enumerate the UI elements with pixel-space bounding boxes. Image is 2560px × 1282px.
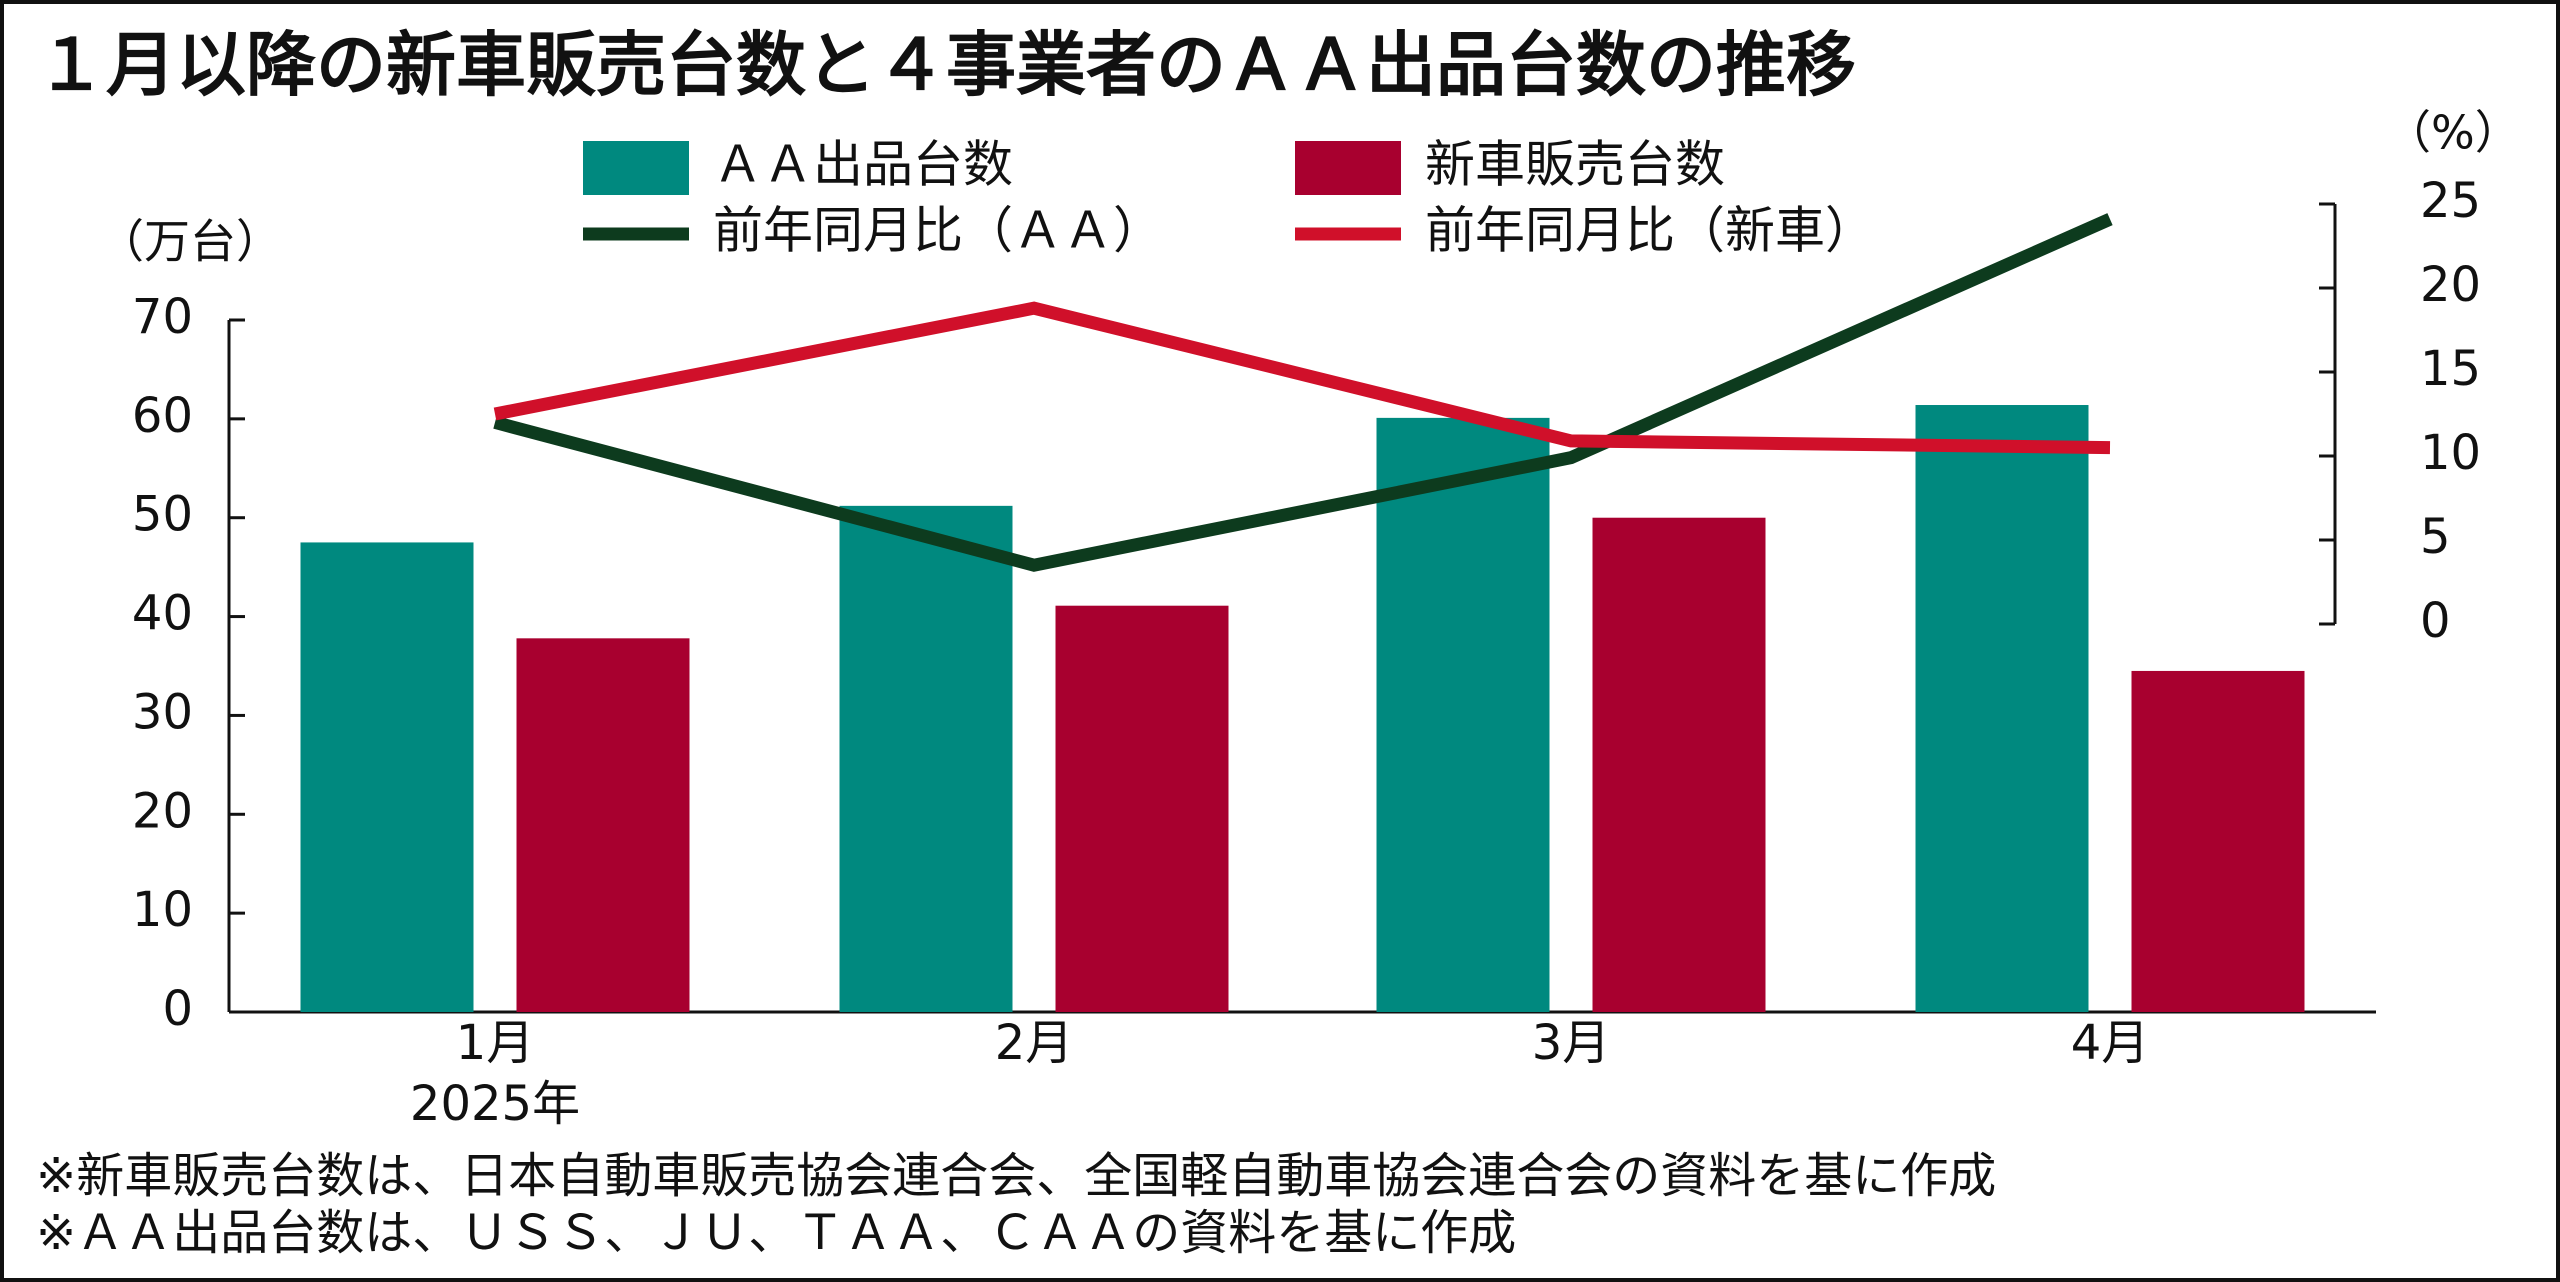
y-axis-label: （万台）	[98, 215, 282, 269]
chart-title: １月以降の新車販売台数と４事業者のＡＡ出品台数の推移	[36, 24, 1856, 106]
bar	[1915, 405, 2089, 1012]
footnote: ※新車販売台数は、日本自動車販売協会連合会、全国軽自動車協会連合会の資料を基に作…	[36, 1148, 1996, 1204]
y2-tick-label: 20	[2420, 257, 2481, 313]
bar	[300, 542, 474, 1012]
y2-tick-label: 15	[2420, 341, 2481, 397]
legend-label: ＡＡ出品台数	[713, 136, 1013, 194]
y2-axis-label: （%）	[2385, 106, 2521, 160]
bar	[1592, 517, 1766, 1012]
bar	[2131, 670, 2305, 1012]
bar	[1376, 417, 1550, 1013]
legend-label: 新車販売台数	[1425, 136, 1725, 194]
legend-swatch	[583, 141, 689, 195]
bar	[516, 638, 690, 1012]
y-tick-label: 70	[132, 289, 193, 345]
x-year-label: 2025年	[410, 1076, 580, 1132]
y2-tick-label: 5	[2420, 509, 2451, 565]
y2-tick-label: 25	[2420, 173, 2481, 229]
line-series	[493, 213, 2113, 572]
y-tick-label: 60	[132, 388, 193, 444]
legend-swatch	[1295, 141, 1401, 195]
footnote: ※ＡＡ出品台数は、ＵＳＳ、ＪＵ、ＴＡＡ、ＣＡＡの資料を基に作成	[36, 1205, 1516, 1261]
y-tick-label: 30	[132, 684, 193, 740]
x-tick-label: 4月	[2071, 1015, 2150, 1071]
y-tick-label: 40	[132, 586, 193, 642]
y2-tick-label: 0	[2420, 593, 2451, 649]
bar	[839, 505, 1013, 1012]
x-tick-label: 2月	[995, 1015, 1074, 1071]
y-tick-label: 10	[132, 882, 193, 938]
legend-label: 前年同月比（ＡＡ）	[713, 202, 1163, 260]
bar	[1055, 605, 1229, 1012]
y-tick-label: 50	[132, 487, 193, 543]
y-tick-label: 20	[132, 783, 193, 839]
x-tick-label: 1月	[456, 1015, 535, 1071]
y-tick-label: 0	[162, 981, 193, 1037]
x-tick-label: 3月	[1532, 1015, 1611, 1071]
y2-tick-label: 10	[2420, 425, 2481, 481]
legend-label: 前年同月比（新車）	[1425, 202, 1875, 260]
line-series	[493, 301, 2111, 455]
